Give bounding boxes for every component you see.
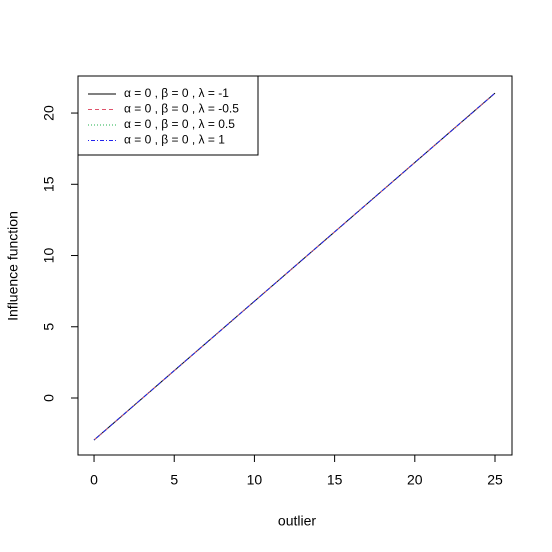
y-tick-label: 10 [41, 248, 57, 264]
x-tick-label: 5 [170, 472, 178, 488]
x-axis-label: outlier [278, 513, 316, 529]
legend-label: α = 0 , β = 0 , λ = 1 [124, 133, 225, 147]
legend-label: α = 0 , β = 0 , λ = 0.5 [124, 117, 235, 131]
x-tick-label: 0 [90, 472, 98, 488]
y-axis-label: Influence function [5, 211, 21, 321]
legend-box [77, 75, 259, 156]
x-tick-label: 10 [247, 472, 263, 488]
y-tick-label: 5 [41, 323, 57, 331]
x-tick-label: 25 [487, 472, 503, 488]
x-tick-label: 20 [407, 472, 423, 488]
legend-label: α = 0 , β = 0 , λ = -1 [124, 86, 229, 100]
x-tick-label: 15 [327, 472, 343, 488]
legend-label: α = 0 , β = 0 , λ = -0.5 [124, 102, 239, 116]
y-tick-label: 15 [41, 176, 57, 192]
line [93, 92, 496, 441]
y-tick-label: 20 [41, 105, 57, 121]
y-tick-label: 0 [41, 394, 57, 402]
